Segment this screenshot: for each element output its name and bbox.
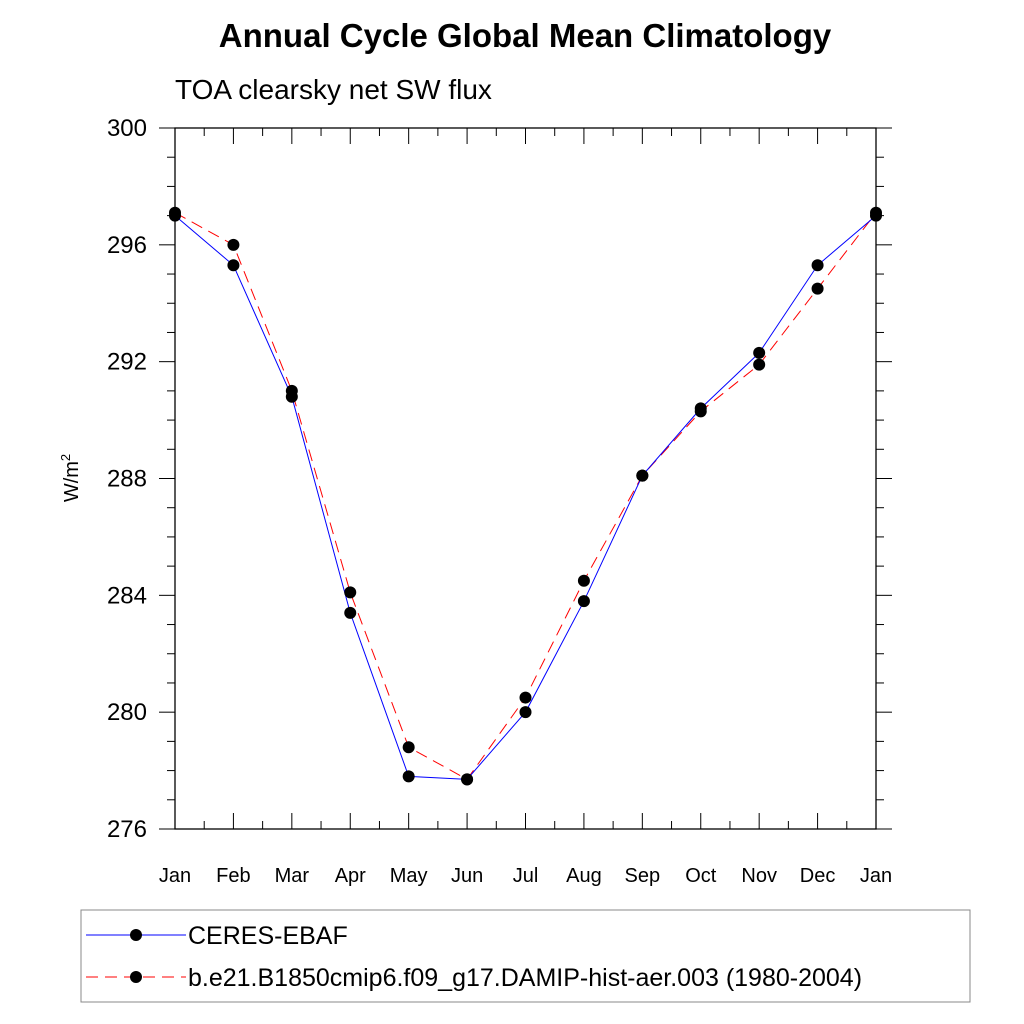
x-tick-label: Feb (216, 865, 250, 887)
y-axis-label-superscript: 2 (58, 454, 73, 461)
y-tick-label: 296 (107, 232, 147, 259)
series-1-point (227, 238, 240, 251)
series-0-point (285, 390, 298, 403)
plot-frame (174, 127, 877, 830)
series-0-point (870, 209, 882, 222)
series-0-point (227, 259, 240, 272)
x-tick-label: Jan (860, 865, 892, 887)
y-tick-label: 300 (107, 115, 147, 142)
x-tick-label: May (390, 865, 428, 887)
y-axis-label-text: W/m (61, 461, 83, 502)
legend-marker-1 (130, 971, 142, 983)
legend-box (80, 909, 971, 1003)
series-1-point (577, 574, 590, 587)
series-0-point (402, 770, 415, 783)
x-tick-label: Apr (335, 865, 366, 887)
series-0-point (519, 706, 532, 719)
y-tick-label: 280 (107, 699, 147, 726)
legend-label-1: b.e21.B1850cmip6.f09_g17.DAMIP-hist-aer.… (188, 964, 862, 992)
chart-title: Annual Cycle Global Mean Climatology (219, 17, 832, 54)
series-0-point (811, 259, 824, 272)
x-tick-label: Aug (566, 865, 602, 887)
series-0-point (169, 209, 181, 222)
series-1-point (402, 741, 415, 754)
legend-marker-0 (130, 929, 142, 941)
x-tick-label: Nov (741, 865, 777, 887)
series-0-point (636, 469, 649, 482)
series-1-point (519, 691, 532, 704)
series-1-point (344, 586, 357, 599)
series-0-point (694, 402, 707, 415)
series-0-point (577, 595, 590, 608)
y-tick-label: 288 (107, 466, 147, 493)
legend-label-0: CERES-EBAF (188, 922, 348, 950)
x-tick-label: Jan (159, 865, 191, 887)
series-0-point (344, 606, 357, 619)
y-axis-label: W/m2 (58, 454, 83, 502)
y-tick-label: 292 (107, 349, 147, 376)
x-tick-label: Jun (451, 865, 483, 887)
x-tick-label: Dec (800, 865, 836, 887)
x-tick-label: Mar (275, 865, 310, 887)
y-tick-label: 284 (107, 582, 147, 609)
series-0-point (753, 346, 766, 359)
x-tick-label: Sep (625, 865, 661, 887)
x-tick-label: Oct (685, 865, 717, 887)
series-1-point (811, 282, 824, 295)
chart-subtitle: TOA clearsky net SW flux (175, 74, 492, 105)
legend: CERES-EBAF b.e21.B1850cmip6.f09_g17.DAMIP… (80, 909, 971, 1003)
y-tick-label: 276 (107, 816, 147, 843)
plot-area: Jan Feb Mar Apr May Jun Jul Aug Sep Oct Nov Dec Jan 2… (107, 115, 892, 887)
series-1-point (753, 358, 766, 371)
series-0-point (461, 773, 474, 786)
x-tick-label: Jul (513, 865, 539, 887)
